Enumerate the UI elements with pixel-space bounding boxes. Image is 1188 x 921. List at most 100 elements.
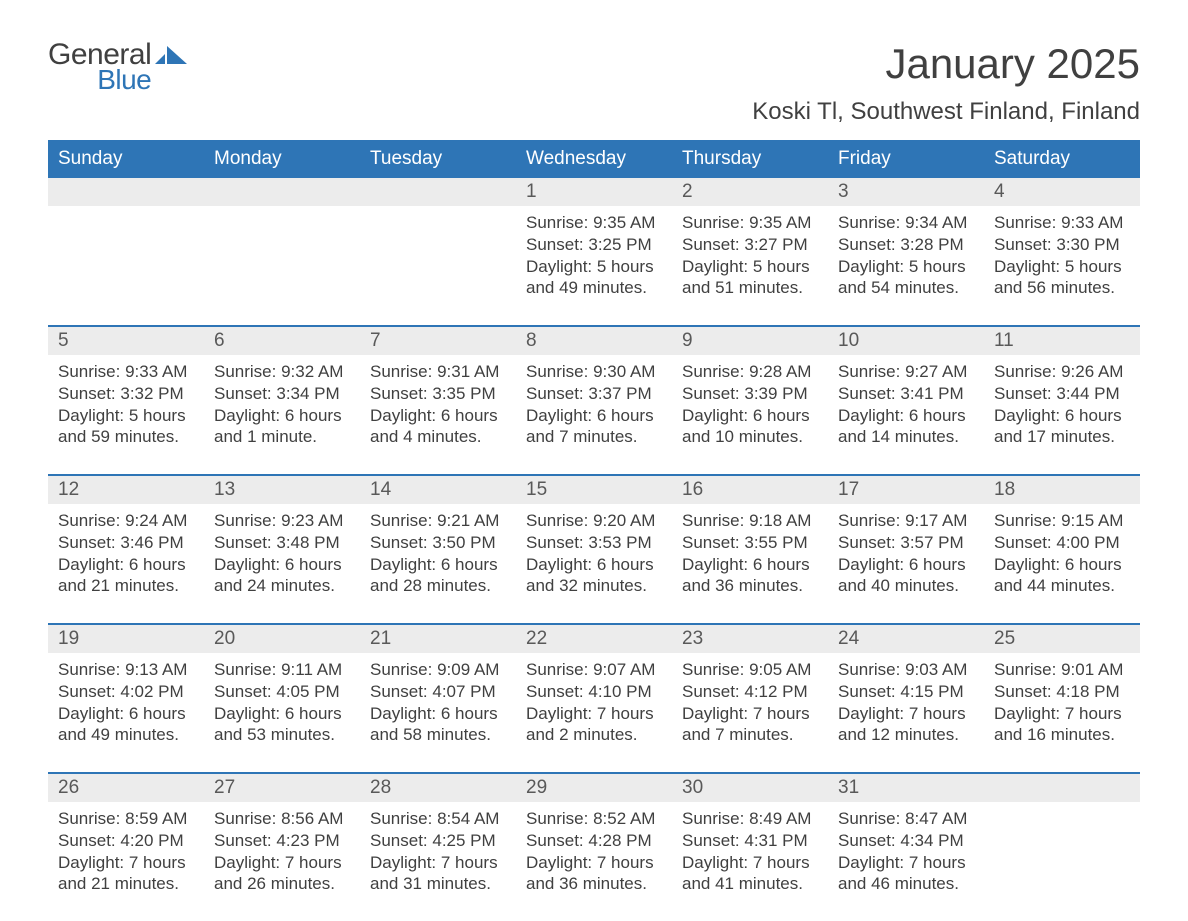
weekday-header: Monday (204, 140, 360, 178)
day-cell: Sunrise: 9:33 AMSunset: 3:32 PMDaylight:… (48, 355, 204, 474)
day-cell: Sunrise: 9:13 AMSunset: 4:02 PMDaylight:… (48, 653, 204, 772)
sunrise-line: Sunrise: 9:35 AM (682, 212, 818, 234)
sunrise-line: Sunrise: 9:20 AM (526, 510, 662, 532)
day-number: 7 (360, 327, 516, 355)
day-cell: Sunrise: 8:49 AMSunset: 4:31 PMDaylight:… (672, 802, 828, 921)
sunrise-line: Sunrise: 9:17 AM (838, 510, 974, 532)
daylight-line: Daylight: 7 hours and 2 minutes. (526, 703, 662, 747)
sunrise-line: Sunrise: 9:33 AM (58, 361, 194, 383)
day-number: 14 (360, 476, 516, 504)
sunset-line: Sunset: 3:32 PM (58, 383, 194, 405)
weekday-header-row: SundayMondayTuesdayWednesdayThursdayFrid… (48, 140, 1140, 178)
sunset-line: Sunset: 3:55 PM (682, 532, 818, 554)
day-number: 27 (204, 774, 360, 802)
sunrise-line: Sunrise: 9:05 AM (682, 659, 818, 681)
daylight-line: Daylight: 6 hours and 36 minutes. (682, 554, 818, 598)
sunrise-line: Sunrise: 8:49 AM (682, 808, 818, 830)
sunset-line: Sunset: 3:48 PM (214, 532, 350, 554)
sunrise-line: Sunrise: 9:11 AM (214, 659, 350, 681)
day-cell: Sunrise: 9:20 AMSunset: 3:53 PMDaylight:… (516, 504, 672, 623)
daylight-line: Daylight: 6 hours and 7 minutes. (526, 405, 662, 449)
logo-flag-icon (155, 46, 189, 75)
day-number: 28 (360, 774, 516, 802)
day-cell: Sunrise: 9:30 AMSunset: 3:37 PMDaylight:… (516, 355, 672, 474)
day-cell (360, 206, 516, 325)
sunset-line: Sunset: 3:25 PM (526, 234, 662, 256)
daylight-line: Daylight: 6 hours and 40 minutes. (838, 554, 974, 598)
daylight-line: Daylight: 6 hours and 21 minutes. (58, 554, 194, 598)
daylight-line: Daylight: 7 hours and 36 minutes. (526, 852, 662, 896)
sunrise-line: Sunrise: 9:27 AM (838, 361, 974, 383)
sunset-line: Sunset: 4:07 PM (370, 681, 506, 703)
daylight-line: Daylight: 7 hours and 31 minutes. (370, 852, 506, 896)
sunset-line: Sunset: 4:12 PM (682, 681, 818, 703)
day-number (204, 178, 360, 206)
day-cell: Sunrise: 9:05 AMSunset: 4:12 PMDaylight:… (672, 653, 828, 772)
sunset-line: Sunset: 3:50 PM (370, 532, 506, 554)
daylight-line: Daylight: 7 hours and 12 minutes. (838, 703, 974, 747)
day-cell: Sunrise: 8:56 AMSunset: 4:23 PMDaylight:… (204, 802, 360, 921)
day-cell: Sunrise: 9:07 AMSunset: 4:10 PMDaylight:… (516, 653, 672, 772)
weekday-header: Tuesday (360, 140, 516, 178)
day-number: 17 (828, 476, 984, 504)
day-number: 30 (672, 774, 828, 802)
daylight-line: Daylight: 7 hours and 16 minutes. (994, 703, 1130, 747)
day-number: 11 (984, 327, 1140, 355)
sunrise-line: Sunrise: 9:13 AM (58, 659, 194, 681)
sunset-line: Sunset: 4:23 PM (214, 830, 350, 852)
weekday-header: Sunday (48, 140, 204, 178)
day-number: 4 (984, 178, 1140, 206)
weeks-container: 1234Sunrise: 9:35 AMSunset: 3:25 PMDayli… (48, 178, 1140, 921)
day-number: 29 (516, 774, 672, 802)
day-cell: Sunrise: 9:11 AMSunset: 4:05 PMDaylight:… (204, 653, 360, 772)
week-row: Sunrise: 9:13 AMSunset: 4:02 PMDaylight:… (48, 653, 1140, 772)
day-cell (984, 802, 1140, 921)
sunrise-line: Sunrise: 9:28 AM (682, 361, 818, 383)
sunset-line: Sunset: 4:28 PM (526, 830, 662, 852)
sunset-line: Sunset: 4:25 PM (370, 830, 506, 852)
day-number-row: 262728293031 (48, 772, 1140, 802)
day-cell (48, 206, 204, 325)
week-row: Sunrise: 9:33 AMSunset: 3:32 PMDaylight:… (48, 355, 1140, 474)
sunrise-line: Sunrise: 9:35 AM (526, 212, 662, 234)
sunset-line: Sunset: 3:44 PM (994, 383, 1130, 405)
sunrise-line: Sunrise: 9:24 AM (58, 510, 194, 532)
sunrise-line: Sunrise: 8:56 AM (214, 808, 350, 830)
calendar-grid: SundayMondayTuesdayWednesdayThursdayFrid… (48, 140, 1140, 921)
daylight-line: Daylight: 6 hours and 53 minutes. (214, 703, 350, 747)
day-cell: Sunrise: 8:47 AMSunset: 4:34 PMDaylight:… (828, 802, 984, 921)
daylight-line: Daylight: 5 hours and 59 minutes. (58, 405, 194, 449)
day-cell: Sunrise: 9:34 AMSunset: 3:28 PMDaylight:… (828, 206, 984, 325)
week-row: Sunrise: 9:24 AMSunset: 3:46 PMDaylight:… (48, 504, 1140, 623)
day-number: 6 (204, 327, 360, 355)
day-number: 2 (672, 178, 828, 206)
daylight-line: Daylight: 7 hours and 7 minutes. (682, 703, 818, 747)
sunset-line: Sunset: 3:46 PM (58, 532, 194, 554)
day-cell: Sunrise: 9:03 AMSunset: 4:15 PMDaylight:… (828, 653, 984, 772)
day-number: 5 (48, 327, 204, 355)
day-cell: Sunrise: 8:52 AMSunset: 4:28 PMDaylight:… (516, 802, 672, 921)
day-number-row: 19202122232425 (48, 623, 1140, 653)
sunrise-line: Sunrise: 8:47 AM (838, 808, 974, 830)
page-header: General Blue January 2025 Koski Tl, Sout… (48, 40, 1140, 126)
sunset-line: Sunset: 3:39 PM (682, 383, 818, 405)
day-number: 9 (672, 327, 828, 355)
daylight-line: Daylight: 5 hours and 49 minutes. (526, 256, 662, 300)
day-cell: Sunrise: 9:26 AMSunset: 3:44 PMDaylight:… (984, 355, 1140, 474)
day-number: 15 (516, 476, 672, 504)
daylight-line: Daylight: 6 hours and 28 minutes. (370, 554, 506, 598)
day-number: 26 (48, 774, 204, 802)
daylight-line: Daylight: 6 hours and 14 minutes. (838, 405, 974, 449)
sunrise-line: Sunrise: 8:52 AM (526, 808, 662, 830)
day-number: 21 (360, 625, 516, 653)
day-number-row: 567891011 (48, 325, 1140, 355)
weekday-header: Friday (828, 140, 984, 178)
day-cell: Sunrise: 9:18 AMSunset: 3:55 PMDaylight:… (672, 504, 828, 623)
sunrise-line: Sunrise: 9:26 AM (994, 361, 1130, 383)
daylight-line: Daylight: 6 hours and 58 minutes. (370, 703, 506, 747)
sunrise-line: Sunrise: 9:31 AM (370, 361, 506, 383)
day-cell: Sunrise: 9:15 AMSunset: 4:00 PMDaylight:… (984, 504, 1140, 623)
day-cell: Sunrise: 9:21 AMSunset: 3:50 PMDaylight:… (360, 504, 516, 623)
sunrise-line: Sunrise: 9:32 AM (214, 361, 350, 383)
sunrise-line: Sunrise: 9:15 AM (994, 510, 1130, 532)
